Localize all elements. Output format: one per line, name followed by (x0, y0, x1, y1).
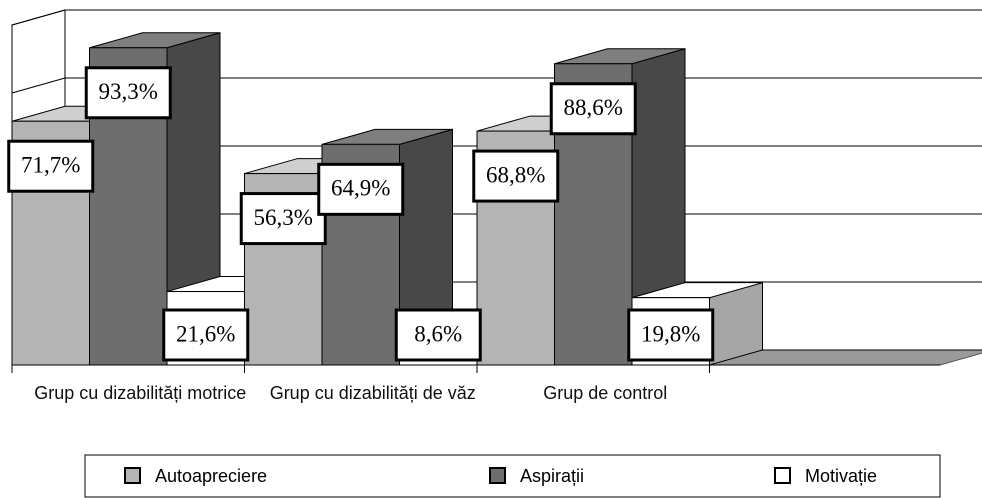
value-label: 64,9% (331, 176, 390, 201)
grid-line-side (11, 77, 66, 94)
value-label-box (317, 162, 405, 216)
legend-swatch (489, 467, 506, 484)
value-label-box (162, 308, 250, 362)
value-label-box (394, 308, 482, 362)
value-label-box (84, 66, 172, 120)
legend-swatch (774, 467, 791, 484)
value-label: 88,6% (564, 95, 623, 120)
value-label: 8,6% (414, 321, 462, 346)
x-tick-label: Grup cu dizabilități de văz (269, 383, 476, 403)
value-label-box (549, 82, 637, 136)
value-label: 21,6% (176, 321, 235, 346)
legend-box (84, 454, 941, 498)
legend-label: Autoapreciere (155, 466, 267, 486)
value-label-box (627, 308, 715, 362)
legend-label: Aspirații (520, 466, 584, 486)
value-label: 71,7% (21, 153, 80, 178)
value-label-box (472, 149, 560, 203)
legend-swatch (124, 467, 141, 484)
value-label: 19,8% (641, 321, 700, 346)
x-tick-label: Grup de control (543, 383, 668, 403)
grid-line-side (11, 9, 66, 26)
value-label: 93,3% (99, 79, 158, 104)
x-tick-label: Grup cu dizabilități motrice (34, 383, 247, 403)
value-label: 68,8% (486, 162, 545, 187)
legend-label: Motivație (805, 466, 877, 486)
value-label-box (239, 192, 327, 246)
value-label: 56,3% (254, 205, 313, 230)
value-label-box (7, 139, 95, 193)
